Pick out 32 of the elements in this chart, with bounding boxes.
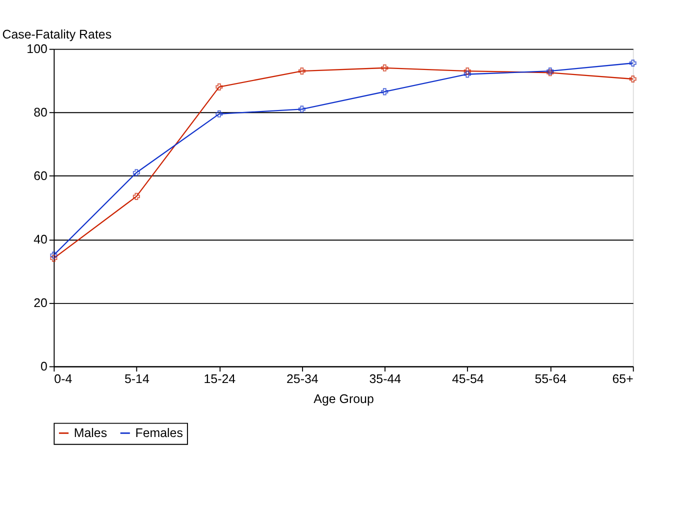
x-axis-title: Age Group (314, 392, 374, 406)
x-tick-label: 35-44 (369, 372, 402, 386)
point (132, 169, 140, 176)
x-tick-label: 25-34 (286, 372, 318, 386)
x-tick-label: 65+ (612, 372, 634, 386)
point (298, 106, 306, 113)
point (381, 64, 388, 72)
y-tick-label: 60 (34, 169, 48, 184)
point (381, 88, 388, 96)
x-tick-label: 15-24 (204, 372, 236, 386)
x-tick-label: 0-4 (54, 372, 72, 386)
legend-label: Females (135, 426, 183, 440)
point (132, 192, 140, 200)
y-tick-label: 20 (34, 296, 48, 310)
point (629, 60, 636, 67)
legend-label: Males (74, 426, 108, 440)
point (629, 75, 636, 83)
y-tick-label: 80 (34, 106, 48, 120)
point (298, 68, 306, 75)
point (464, 68, 471, 75)
x-tick-label: 55-64 (534, 372, 567, 386)
y-axis-title: Case-Fatality Rates (2, 27, 112, 42)
point (50, 252, 58, 259)
y-tick-label: 40 (34, 232, 48, 247)
y-tick-label: 100 (26, 42, 48, 56)
point (464, 70, 471, 78)
x-tick-label: 5-14 (124, 372, 150, 386)
point (50, 254, 58, 262)
x-tick-label: 45-54 (452, 372, 484, 386)
point (216, 110, 223, 118)
y-tick-label: 0 (40, 360, 48, 374)
point (216, 83, 223, 90)
